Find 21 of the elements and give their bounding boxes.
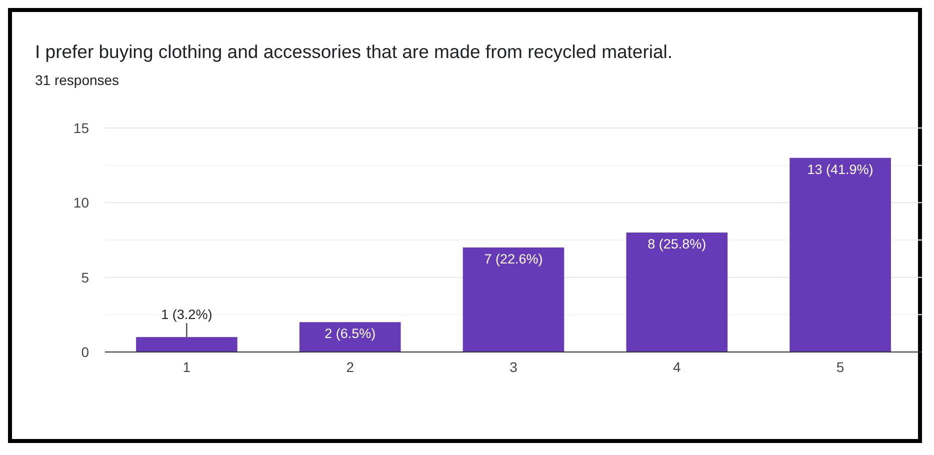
bar — [626, 232, 728, 352]
data-label: 13 (41.9%) — [807, 162, 874, 177]
data-label: 1 (3.2%) — [161, 307, 212, 322]
bar — [790, 158, 891, 352]
x-tick-label: 5 — [836, 359, 844, 375]
y-tick-label: 0 — [81, 344, 90, 360]
x-tick-label: 4 — [673, 359, 681, 375]
data-label: 2 (6.5%) — [324, 326, 376, 342]
chart-title: I prefer buying clothing and accessories that are made from recycled material. — [35, 41, 673, 62]
y-tick-label: 5 — [81, 269, 90, 286]
x-tick-label: 1 — [182, 359, 191, 375]
x-tick-label: 2 — [346, 359, 354, 375]
x-tick-label: 3 — [510, 359, 518, 375]
bar — [299, 322, 401, 352]
bar — [136, 337, 238, 352]
data-label: 8 (25.8%) — [648, 236, 706, 252]
bar — [462, 247, 564, 352]
data-label: 7 (22.6%) — [484, 251, 543, 266]
y-tick-label: 10 — [73, 194, 90, 211]
chart-subtitle: 31 responses — [35, 72, 120, 88]
y-tick-label: 15 — [73, 120, 90, 136]
